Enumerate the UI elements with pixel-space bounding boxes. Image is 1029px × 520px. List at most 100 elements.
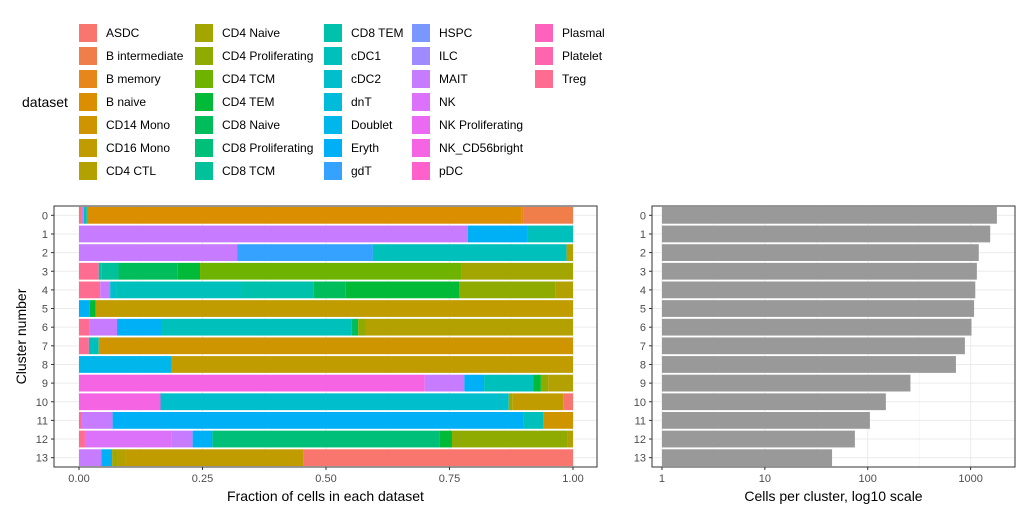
legend-label: ASDC (106, 26, 140, 40)
bar-segment (116, 281, 243, 299)
y-tick-label: 7 (42, 341, 48, 353)
bar-segment (100, 281, 111, 299)
legend-key (411, 115, 431, 135)
bar-segment (101, 449, 113, 467)
count-bar (661, 206, 997, 224)
legend-key (194, 46, 214, 66)
x-tick-label: 0.00 (68, 473, 89, 485)
legend-item: HSPC (411, 22, 472, 44)
bar-segment (459, 281, 556, 299)
x-tick-label: 1 (659, 473, 665, 485)
count-bar (661, 393, 886, 411)
y-tick-label: 9 (42, 378, 48, 390)
count-bar (661, 337, 965, 355)
legend-key (194, 23, 214, 43)
legend-item: Doublet (323, 114, 392, 136)
legend-item: cDC2 (323, 68, 381, 90)
bar-segment (527, 225, 573, 243)
legend-item: MAIT (411, 68, 468, 90)
legend-label: cDC2 (351, 72, 382, 86)
legend-item: Treg (534, 68, 586, 90)
bar-segment (424, 374, 465, 392)
legend-item: CD4 TEM (194, 91, 274, 113)
bar-segment (117, 449, 126, 467)
legend-key (194, 138, 214, 158)
legend-label: B intermediate (106, 49, 184, 63)
bar-segment (237, 244, 373, 261)
bar-segment (161, 318, 352, 336)
bar-segment (548, 374, 573, 392)
legend-label: NK (439, 95, 456, 109)
bar-segment (467, 225, 528, 243)
bar-segment (89, 300, 96, 317)
y-tick-label: 1 (640, 229, 646, 241)
bar-segment (171, 430, 193, 448)
count-bar (661, 356, 956, 373)
bar-segment (79, 412, 82, 429)
bar-segment (110, 281, 117, 299)
legend-key (323, 69, 343, 89)
legend-label: MAIT (439, 72, 468, 86)
bar-segment (563, 393, 573, 411)
x-tick-label: 10 (759, 473, 771, 485)
x-tick-label: 1.00 (562, 473, 583, 485)
bar-segment (79, 337, 89, 355)
legend-item: CD8 Proliferating (194, 137, 313, 159)
legend-label: ILC (439, 49, 458, 63)
y-tick-label: 3 (42, 266, 48, 278)
x-tick-label: 0.50 (315, 473, 336, 485)
x-axis-title: Cells per cluster, log10 scale (744, 488, 922, 504)
y-tick-label: 7 (640, 341, 646, 353)
legend-label: CD4 Proliferating (222, 49, 314, 63)
legend-key (194, 115, 214, 135)
legend-key (534, 46, 554, 66)
legend-label: B naive (106, 95, 147, 109)
bar-segment (160, 393, 509, 411)
legend-item: CD8 TEM (323, 22, 403, 44)
bar-segment (118, 262, 178, 280)
legend-label: CD8 TCM (222, 164, 276, 178)
y-axis-title: Cluster number (13, 288, 29, 384)
x-tick-label: 0.25 (192, 473, 213, 485)
legend-key (78, 69, 98, 89)
legend-key (411, 69, 431, 89)
bar-segment (83, 206, 87, 224)
legend-item: NK (411, 91, 456, 113)
legend-item: NK Proliferating (411, 114, 523, 136)
count-bar (661, 430, 855, 448)
bar-segment (171, 356, 573, 373)
legend-key (323, 46, 343, 66)
y-tick-label: 6 (42, 322, 48, 334)
bar-segment (79, 281, 101, 299)
legend-item: ILC (411, 45, 458, 67)
legend-item: CD8 TCM (194, 160, 275, 182)
y-tick-label: 10 (634, 397, 646, 409)
bar-segment (98, 337, 573, 355)
legend-key (323, 23, 343, 43)
legend-label: cDC1 (351, 49, 382, 63)
bar-segment (508, 393, 513, 411)
count-bar (661, 300, 975, 317)
legend-key (534, 69, 554, 89)
y-tick-label: 0 (42, 210, 48, 222)
legend: dataset ASDC B intermediate B memory B naiv… (0, 0, 1029, 195)
bar-segment (212, 430, 440, 448)
y-tick-label: 11 (37, 415, 48, 427)
bar-segment (351, 318, 359, 336)
bar-segment (242, 281, 314, 299)
legend-key (78, 23, 98, 43)
count-bar (661, 225, 991, 243)
bar-segment (79, 225, 468, 243)
count-bar (661, 449, 833, 467)
legend-item: Plasmal (534, 22, 605, 44)
y-tick-label: 13 (634, 453, 646, 465)
legend-label: Eryth (351, 141, 380, 155)
bar-segment (117, 318, 162, 336)
y-tick-label: 9 (640, 378, 646, 390)
legend-label: CD4 TEM (222, 95, 275, 109)
bar-segment (372, 244, 567, 261)
bar-segment (80, 206, 84, 224)
bar-segment (112, 412, 524, 429)
legend-key (411, 46, 431, 66)
y-tick-label: 2 (640, 248, 646, 260)
